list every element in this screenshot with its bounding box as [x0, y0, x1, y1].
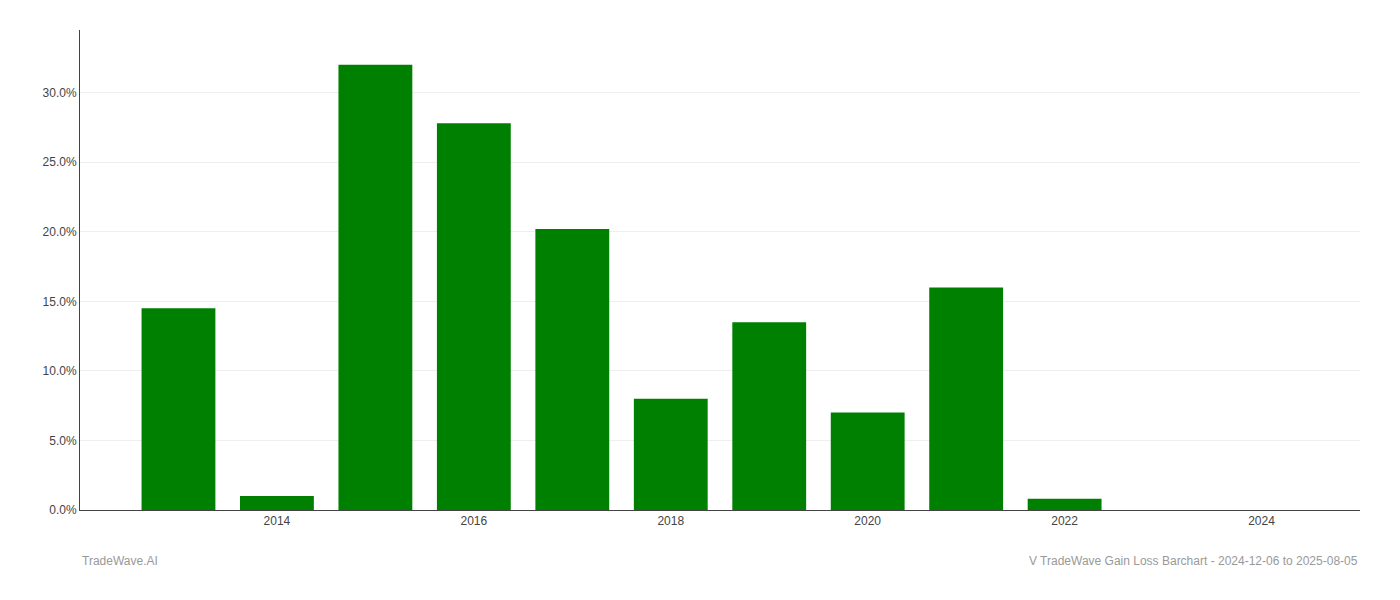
svg-text:TradeWave.AI: TradeWave.AI: [82, 554, 158, 568]
svg-text:2016: 2016: [460, 514, 487, 528]
svg-text:30.0%: 30.0%: [43, 86, 77, 100]
svg-text:10.0%: 10.0%: [43, 364, 77, 378]
svg-text:5.0%: 5.0%: [49, 434, 77, 448]
svg-text:2022: 2022: [1051, 514, 1078, 528]
svg-text:25.0%: 25.0%: [43, 155, 77, 169]
svg-text:2020: 2020: [854, 514, 881, 528]
svg-text:0.0%: 0.0%: [49, 503, 77, 517]
svg-text:2014: 2014: [264, 514, 291, 528]
svg-text:V TradeWave Gain Loss Barchart: V TradeWave Gain Loss Barchart - 2024-12…: [1029, 554, 1358, 568]
svg-text:2018: 2018: [657, 514, 684, 528]
svg-text:15.0%: 15.0%: [43, 295, 77, 309]
svg-text:2024: 2024: [1248, 514, 1275, 528]
svg-text:20.0%: 20.0%: [43, 225, 77, 239]
